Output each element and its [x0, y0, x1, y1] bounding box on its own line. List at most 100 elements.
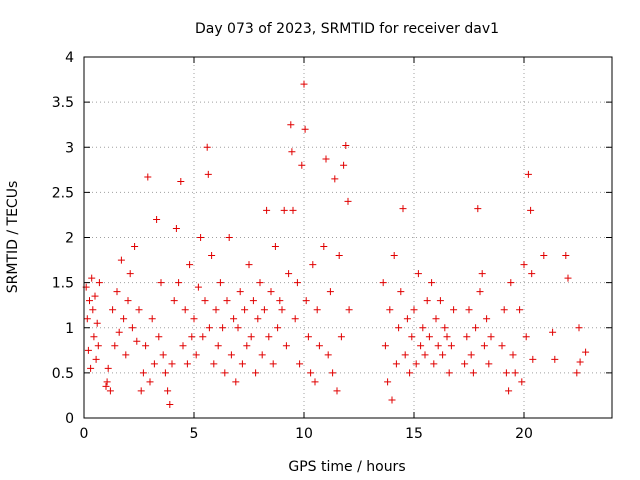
data-point-marker: [528, 270, 536, 278]
data-point-marker: [342, 141, 350, 149]
data-point-marker: [109, 306, 117, 314]
data-point-marker: [210, 360, 218, 368]
x-axis-tick-labels: 0 5 10 15 20: [80, 426, 533, 442]
data-point-marker: [421, 351, 429, 359]
data-point-marker: [285, 270, 293, 278]
data-point-marker: [296, 360, 304, 368]
data-point-marker: [384, 378, 392, 386]
data-point-marker: [478, 270, 486, 278]
data-point-marker: [146, 378, 154, 386]
data-point-marker: [450, 306, 458, 314]
data-point-marker: [289, 206, 297, 214]
data-point-marker: [278, 306, 286, 314]
data-point-marker: [86, 297, 93, 305]
data-point-marker: [142, 342, 150, 350]
data-point-marker: [549, 328, 557, 336]
data-point-marker: [153, 215, 161, 223]
x-tick-label: 20: [515, 426, 533, 442]
y-axis-tick-labels: 0 0.5 1 1.5 2 2.5 3 3.5 4: [52, 50, 74, 427]
data-point-marker: [258, 351, 266, 359]
data-point-marker: [267, 288, 275, 296]
data-point-marker: [307, 369, 315, 377]
y-tick-label: 3: [65, 140, 74, 156]
data-point-marker: [311, 378, 319, 386]
data-point-marker: [124, 297, 132, 305]
data-point-marker: [432, 315, 440, 323]
data-point-marker: [313, 306, 321, 314]
data-point-marker: [395, 324, 403, 332]
data-point-marker: [287, 121, 295, 129]
data-point-marker: [293, 279, 301, 287]
data-point-marker: [474, 205, 482, 213]
data-point-marker: [410, 306, 418, 314]
data-point-marker: [386, 306, 394, 314]
y-tick-label: 0.5: [52, 366, 74, 382]
data-point-marker: [247, 333, 255, 341]
y-tick-label: 0: [65, 411, 74, 427]
data-point-marker: [520, 261, 528, 269]
data-point-marker: [249, 297, 257, 305]
data-point-marker: [92, 355, 100, 363]
axis-ticks: [83, 56, 612, 419]
data-point-marker: [254, 315, 262, 323]
data-point-marker: [329, 369, 337, 377]
data-point-marker: [434, 342, 442, 350]
data-point-marker: [159, 351, 167, 359]
data-point-marker: [177, 178, 185, 186]
data-point-marker: [223, 297, 231, 305]
data-point-marker: [230, 315, 238, 323]
data-point-marker: [236, 288, 244, 296]
data-point-marker: [175, 279, 183, 287]
data-point-marker: [463, 333, 471, 341]
data-point-marker: [135, 306, 143, 314]
data-point-marker: [194, 283, 202, 291]
data-point-marker: [301, 125, 309, 133]
data-point-marker: [333, 387, 341, 395]
data-point-marker: [150, 360, 158, 368]
data-point-marker: [227, 351, 235, 359]
data-point-marker: [414, 270, 422, 278]
data-point-marker: [335, 252, 343, 260]
data-point-marker: [381, 342, 389, 350]
data-point-marker: [216, 279, 224, 287]
data-points: [82, 80, 590, 408]
data-point-marker: [139, 369, 147, 377]
data-point-marker: [401, 351, 409, 359]
data-point-marker: [439, 351, 447, 359]
data-point-marker: [423, 297, 431, 305]
data-point-marker: [509, 351, 517, 359]
chart-title: Day 073 of 2023, SRMTID for receiver dav…: [195, 21, 499, 37]
data-point-marker: [397, 288, 405, 296]
data-point-marker: [133, 337, 141, 345]
data-point-marker: [320, 243, 328, 251]
data-point-marker: [106, 387, 114, 395]
data-point-marker: [252, 369, 260, 377]
data-point-marker: [102, 382, 110, 390]
data-point-marker: [502, 369, 510, 377]
data-point-marker: [120, 315, 128, 323]
data-point-marker: [476, 288, 484, 296]
data-point-marker: [148, 315, 156, 323]
data-point-marker: [256, 279, 264, 287]
data-point-marker: [337, 333, 345, 341]
data-point-marker: [95, 279, 103, 287]
data-point-marker: [443, 333, 451, 341]
data-point-marker: [436, 297, 444, 305]
data-point-marker: [137, 387, 145, 395]
y-axis-label: SRMTID / TECUs: [5, 181, 21, 294]
data-point-marker: [441, 324, 449, 332]
data-point-marker: [498, 342, 506, 350]
data-point-marker: [465, 306, 473, 314]
data-point-marker: [280, 206, 288, 214]
data-point-marker: [518, 378, 526, 386]
data-point-marker: [89, 306, 97, 314]
data-point-marker: [562, 252, 570, 260]
grid-lines: [84, 57, 612, 418]
data-point-marker: [172, 224, 180, 232]
data-point-marker: [345, 306, 353, 314]
data-point-marker: [298, 161, 306, 169]
data-point-marker: [204, 170, 212, 178]
data-point-marker: [197, 234, 205, 241]
x-axis-label: GPS time / hours: [288, 459, 405, 475]
